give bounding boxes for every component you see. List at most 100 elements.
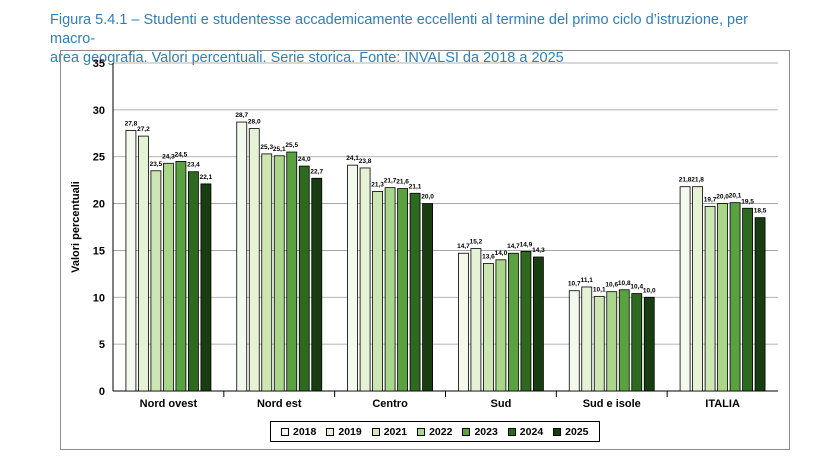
data-label: 22,1 bbox=[200, 174, 213, 181]
bar-2023 bbox=[508, 252, 519, 392]
legend-item-2019: 2019 bbox=[326, 425, 362, 438]
bar-2023 bbox=[286, 151, 298, 392]
bar-2022 bbox=[384, 187, 396, 392]
bar-2019 bbox=[359, 167, 371, 392]
bar-2025 bbox=[643, 296, 655, 392]
chart-frame bbox=[60, 50, 790, 450]
data-label: 21,1 bbox=[409, 183, 422, 190]
data-label: 13,6 bbox=[482, 254, 495, 261]
data-label: 23,4 bbox=[187, 162, 200, 169]
data-label: 14,0 bbox=[495, 250, 508, 257]
caption-line-1: Figura 5.4.1 – Studenti e studentesse ac… bbox=[50, 12, 748, 47]
data-label: 10,8 bbox=[618, 280, 631, 287]
data-label: 25,1 bbox=[273, 146, 286, 153]
chart-legend: 2018 2019 2021 2022 2023 2024 2025 bbox=[270, 421, 600, 442]
legend-swatch bbox=[326, 427, 335, 436]
bar-2024 bbox=[409, 192, 421, 392]
legend-item-2018: 2018 bbox=[281, 426, 316, 438]
data-label: 21,8 bbox=[679, 177, 692, 184]
data-label: 21,6 bbox=[396, 179, 409, 186]
data-label: 28,7 bbox=[235, 112, 248, 119]
bar-2022 bbox=[717, 203, 728, 392]
data-label: 25,3 bbox=[260, 144, 273, 151]
bar-2021 bbox=[150, 170, 162, 392]
legend-label: 2023 bbox=[474, 425, 498, 438]
legend-item-2025: 2025 bbox=[553, 426, 589, 438]
bar-2019 bbox=[470, 248, 482, 392]
bar-2022 bbox=[495, 259, 507, 392]
bar-2024 bbox=[298, 165, 310, 392]
data-label: 10,0 bbox=[643, 287, 656, 294]
bar-2018 bbox=[679, 186, 691, 392]
data-label: 28,0 bbox=[248, 119, 261, 126]
data-label: 24,0 bbox=[298, 156, 311, 163]
data-label: 14,9 bbox=[520, 241, 533, 248]
legend-label: 2022 bbox=[429, 425, 453, 438]
legend-swatch bbox=[553, 427, 562, 436]
bar-2023 bbox=[175, 160, 187, 392]
legend-label: 2021 bbox=[383, 425, 408, 438]
category-label: Sud e isole bbox=[583, 398, 641, 410]
bar-2021 bbox=[704, 205, 716, 392]
bar-2021 bbox=[593, 295, 605, 392]
data-label: 19,7 bbox=[704, 196, 717, 203]
bar-2024 bbox=[520, 250, 532, 392]
data-label: 19,5 bbox=[741, 198, 754, 205]
bar-2018 bbox=[347, 164, 358, 392]
data-label: 24,3 bbox=[162, 153, 175, 160]
bar-2025 bbox=[200, 183, 212, 392]
legend-item-2023: 2023 bbox=[462, 425, 498, 438]
legend-item-2024: 2024 bbox=[507, 426, 543, 438]
data-label: 21,3 bbox=[371, 181, 384, 188]
bar-2019 bbox=[138, 135, 149, 392]
bar-2018 bbox=[568, 290, 580, 392]
legend-swatch bbox=[281, 427, 289, 436]
bar-2023 bbox=[729, 202, 741, 392]
bar-2018 bbox=[236, 121, 248, 392]
bar-2024 bbox=[631, 293, 643, 392]
figure-caption: Figura 5.4.1 – Studenti e studentesse ac… bbox=[50, 11, 790, 68]
y-tick-label: 35 bbox=[93, 58, 105, 70]
data-label: 10,4 bbox=[630, 284, 643, 291]
legend-item-2021: 2021 bbox=[371, 425, 408, 438]
data-label: 22,7 bbox=[310, 168, 323, 175]
category-label: Sud bbox=[491, 398, 512, 410]
data-label: 21,8 bbox=[691, 177, 704, 184]
data-label: 11,1 bbox=[581, 277, 594, 284]
y-tick-label: 25 bbox=[93, 152, 105, 164]
category-label: ITALIA bbox=[705, 398, 740, 410]
data-label: 10,1 bbox=[593, 286, 606, 293]
data-label: 23,5 bbox=[150, 161, 163, 168]
data-label: 24,5 bbox=[175, 151, 188, 158]
legend-swatch bbox=[417, 427, 426, 436]
y-tick-label: 5 bbox=[99, 339, 105, 351]
bar-2024 bbox=[742, 207, 753, 392]
category-label: Centro bbox=[372, 398, 408, 410]
y-tick-label: 0 bbox=[99, 386, 105, 398]
legend-label: 2019 bbox=[338, 425, 362, 438]
y-tick-label: 20 bbox=[93, 199, 105, 211]
data-label: 24,1 bbox=[346, 155, 359, 162]
data-label: 20,0 bbox=[421, 194, 434, 201]
data-label: 14,7 bbox=[457, 243, 470, 250]
data-label: 10,7 bbox=[568, 281, 581, 288]
bar-2023 bbox=[397, 188, 408, 392]
bar-2025 bbox=[754, 217, 766, 392]
y-tick-label: 15 bbox=[93, 245, 105, 257]
y-tick-label: 10 bbox=[93, 292, 105, 304]
bar-2019 bbox=[581, 286, 593, 392]
category-label: Nord est bbox=[257, 398, 302, 410]
legend-label: 2018 bbox=[293, 425, 317, 438]
data-label: 18,5 bbox=[754, 208, 767, 215]
category-label: Nord ovest bbox=[140, 398, 198, 410]
bar-2022 bbox=[273, 155, 285, 392]
legend-swatch bbox=[507, 427, 516, 436]
data-label: 21,7 bbox=[384, 178, 397, 185]
bar-2024 bbox=[188, 171, 199, 392]
data-label: 14,7 bbox=[507, 243, 520, 250]
legend-swatch bbox=[462, 427, 471, 436]
bar-2018 bbox=[125, 130, 137, 392]
data-label: 10,6 bbox=[605, 282, 618, 289]
bar-2021 bbox=[372, 190, 383, 392]
